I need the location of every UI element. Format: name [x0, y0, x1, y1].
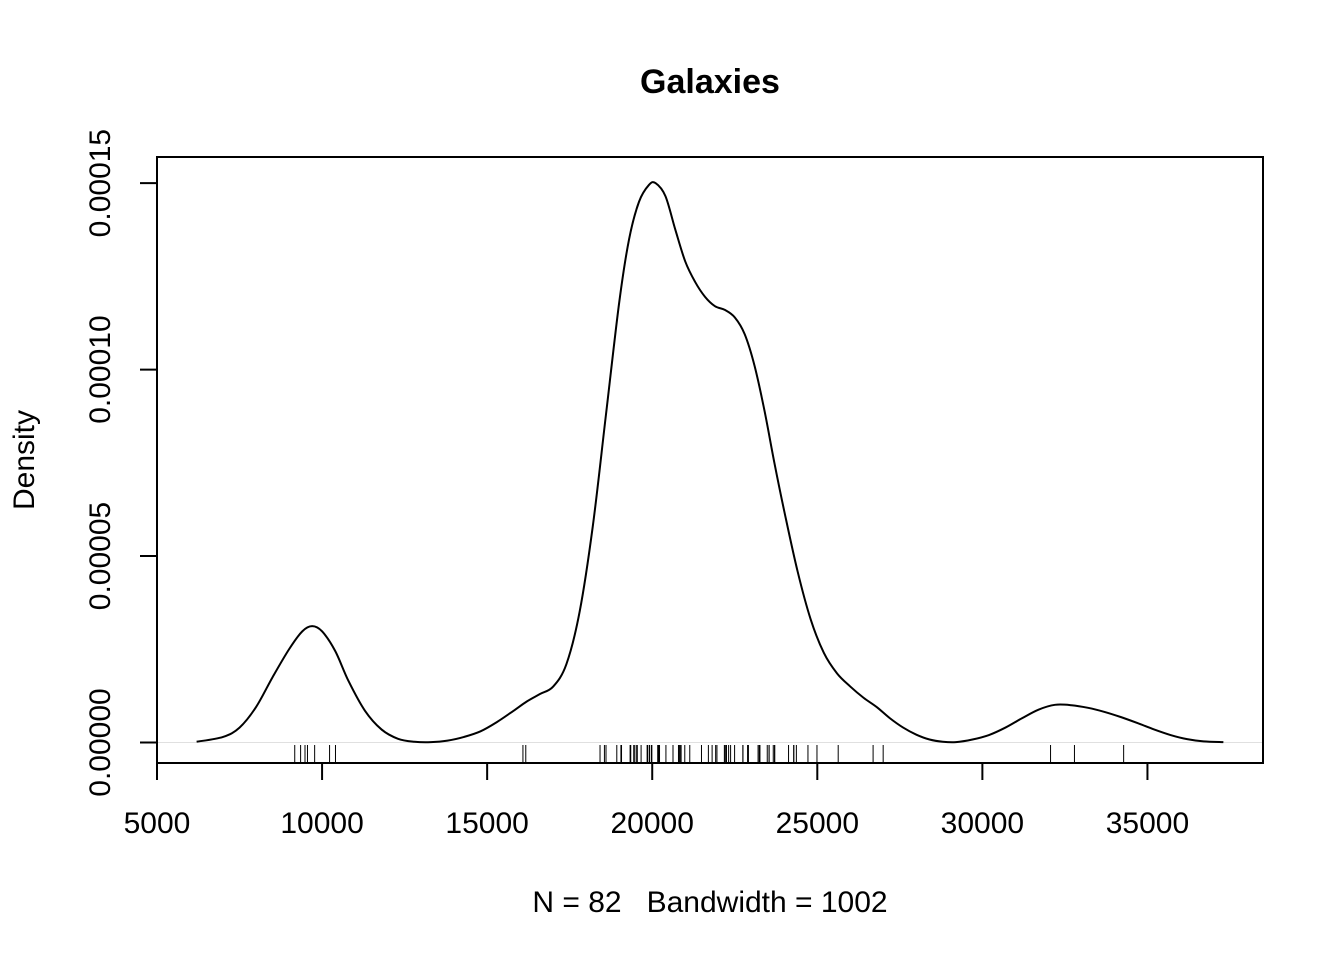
rug-marks [294, 745, 1125, 763]
x-tick-label: 10000 [280, 807, 363, 840]
y-axis-label: Density [8, 410, 41, 510]
x-tick-label: 30000 [941, 807, 1024, 840]
y-tick-label: 0.00005 [84, 502, 117, 610]
x-tick-label: 15000 [445, 807, 528, 840]
x-axis: 5000 10000 15000 20000 25000 30000 35000 [124, 762, 1189, 840]
density-curve [196, 181, 1224, 744]
x-tick-label: 20000 [611, 807, 694, 840]
y-tick-label: 0.00015 [84, 129, 117, 237]
y-axis: 0.00000 0.00005 0.00010 0.00015 [84, 129, 158, 797]
x-tick-label: 35000 [1106, 807, 1189, 840]
plot-frame [156, 156, 1264, 764]
y-tick-label: 0.00000 [84, 688, 117, 796]
x-tick-label: 5000 [124, 807, 191, 840]
x-tick-label: 25000 [776, 807, 859, 840]
x-axis-label: N = 82 Bandwidth = 1002 [532, 886, 887, 919]
chart-title: Galaxies [640, 63, 780, 101]
y-tick-label: 0.00010 [84, 315, 117, 423]
